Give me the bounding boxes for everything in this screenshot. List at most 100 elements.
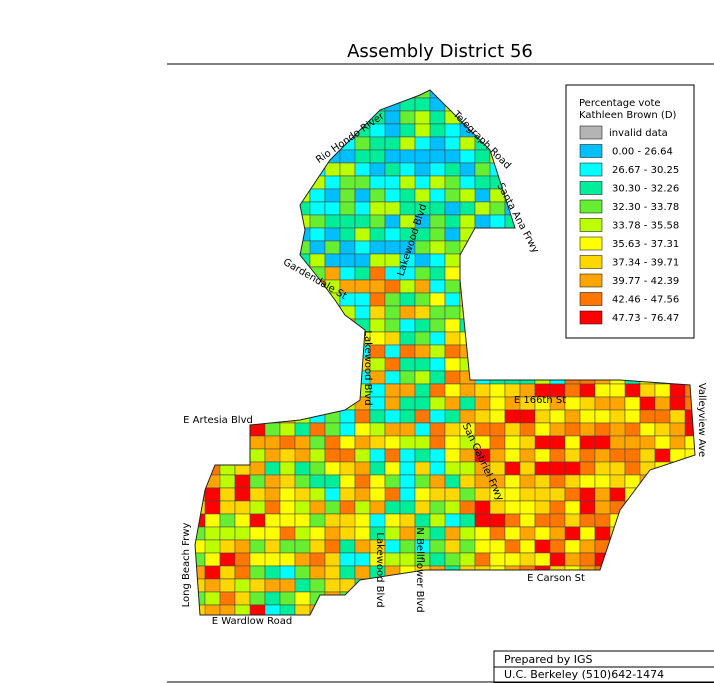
precinct [264, 227, 281, 242]
precinct [264, 331, 281, 346]
precinct [489, 279, 506, 294]
precinct [219, 214, 251, 229]
legend-swatch [579, 162, 603, 177]
precinct [654, 396, 671, 411]
precinct [249, 110, 266, 125]
precinct [355, 618, 370, 631]
precinct [459, 162, 476, 177]
precinct [204, 188, 221, 203]
precinct [384, 448, 401, 463]
precinct [594, 370, 611, 385]
precinct [249, 461, 266, 476]
precinct [354, 487, 371, 502]
precinct [444, 279, 461, 294]
precinct [459, 97, 491, 112]
precinct [195, 266, 206, 281]
precinct [324, 201, 341, 216]
precinct [264, 110, 281, 125]
precinct [219, 188, 236, 203]
precinct [534, 201, 551, 216]
precinct [549, 149, 566, 164]
precinct [294, 448, 311, 463]
precinct [399, 279, 416, 294]
precinct [204, 279, 221, 294]
precinct [354, 552, 371, 567]
precinct [519, 591, 551, 606]
precinct [339, 487, 356, 502]
precinct [339, 539, 356, 554]
precinct [654, 448, 671, 463]
precinct [519, 188, 551, 203]
precinct [264, 487, 281, 502]
precinct [579, 513, 596, 528]
precinct [309, 552, 326, 567]
precinct [354, 435, 371, 450]
precinct [444, 331, 461, 346]
precinct [294, 331, 326, 346]
precinct [384, 500, 401, 515]
precinct [564, 539, 581, 554]
street-label: N Bellflower Blvd [414, 527, 425, 612]
precinct [534, 461, 551, 476]
precinct [594, 344, 611, 359]
precinct [279, 97, 311, 112]
precinct [399, 123, 416, 138]
precinct [384, 188, 401, 203]
precinct [654, 604, 671, 615]
precinct [195, 214, 206, 229]
precinct [669, 344, 695, 359]
precinct [429, 149, 446, 164]
precinct [519, 123, 536, 138]
precinct [219, 240, 236, 255]
precinct [414, 487, 431, 502]
precinct [624, 344, 641, 359]
precinct [279, 90, 311, 99]
precinct [654, 409, 671, 424]
precinct [414, 97, 431, 112]
precinct [459, 331, 491, 346]
precinct [249, 253, 266, 268]
precinct [339, 90, 371, 99]
precinct [669, 474, 686, 489]
precinct [195, 227, 206, 242]
precinct [414, 383, 431, 398]
precinct [534, 500, 551, 515]
precinct [459, 565, 476, 580]
precinct [234, 474, 251, 489]
precinct [579, 487, 596, 502]
precinct [249, 136, 266, 151]
precinct [195, 136, 206, 151]
precinct [414, 292, 431, 307]
precinct [474, 318, 491, 333]
precinct [279, 279, 311, 294]
precinct [444, 90, 476, 99]
precinct [249, 539, 266, 554]
precinct [234, 591, 251, 606]
precinct [534, 292, 566, 307]
precinct [534, 409, 551, 424]
precinct [204, 331, 221, 346]
precinct [489, 214, 506, 229]
precinct [519, 90, 536, 99]
precinct [579, 448, 596, 463]
precinct [684, 591, 695, 606]
precinct [504, 253, 521, 268]
precinct [264, 292, 281, 307]
precinct [534, 90, 566, 99]
precinct [609, 448, 626, 463]
precinct [309, 253, 326, 268]
precinct [519, 266, 551, 281]
precinct [429, 604, 461, 615]
precinct [354, 97, 371, 112]
precinct [549, 331, 566, 346]
precinct [324, 240, 341, 255]
precinct [234, 266, 266, 281]
precinct [549, 448, 566, 463]
precinct [219, 565, 236, 580]
precinct [195, 513, 206, 528]
precinct [204, 149, 221, 164]
precinct [504, 591, 521, 606]
precinct [534, 266, 551, 281]
precinct [369, 461, 386, 476]
precinct [369, 162, 386, 177]
